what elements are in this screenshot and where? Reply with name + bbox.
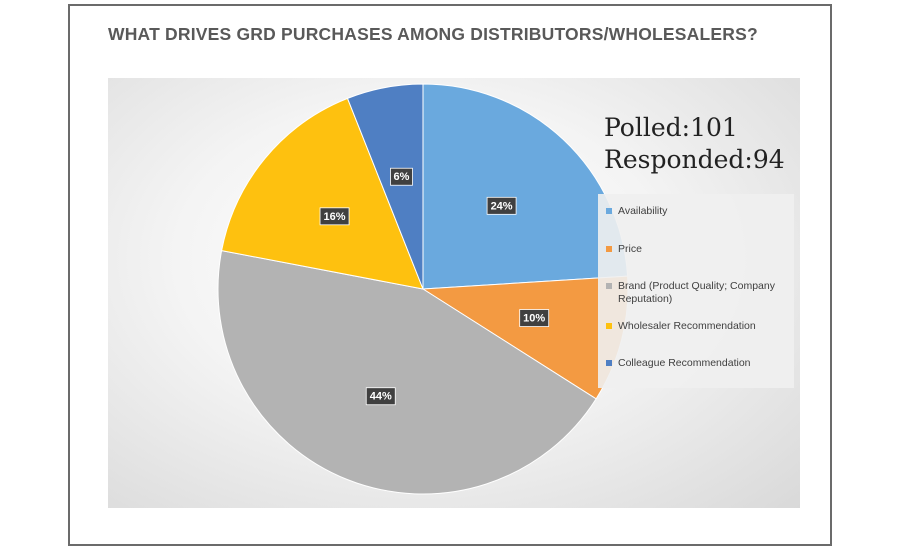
legend-item-availability: Availability: [606, 205, 790, 218]
responded-count: Responded:94: [604, 145, 785, 174]
legend-label: Colleague Recommendation: [618, 357, 751, 369]
data-label-colleague-recommendation: 6%: [390, 167, 413, 186]
polled-count: Polled:101: [604, 113, 738, 142]
data-label-price: 10%: [519, 309, 550, 327]
svg-text:44%: 44%: [370, 391, 392, 403]
chart-title: WHAT DRIVES GRD PURCHASES AMONG DISTRIBU…: [108, 24, 758, 44]
pie-slice-wholesaler-recommendation: [221, 97, 424, 290]
legend-swatch: [606, 360, 612, 366]
pie-chart: 24% 10% 44% 16% 6%: [217, 83, 629, 495]
legend-label: Wholesaler Recommendation: [618, 320, 756, 332]
legend-item-colleague-recommendation: Colleague Recommendation: [606, 357, 790, 370]
legend-label: Availability: [618, 205, 668, 217]
svg-text:6%: 6%: [394, 171, 410, 183]
legend-swatch: [606, 246, 612, 252]
legend-item-wholesaler-recommendation: Wholesaler Recommendation: [606, 320, 790, 333]
pie-slice-availability: [422, 83, 629, 290]
legend-swatch: [606, 283, 612, 289]
chart-frame: WHAT DRIVES GRD PURCHASES AMONG DISTRIBU…: [68, 4, 832, 546]
chart-area: 24% 10% 44% 16% 6% Polled:101 Responded:94 A…: [108, 78, 800, 508]
svg-text:24%: 24%: [491, 200, 513, 212]
legend-label: Brand (Product Quality; Company Reputati…: [618, 280, 775, 305]
legend-label: Price: [618, 243, 642, 255]
legend-item-brand-product-quality-company-reputation: Brand (Product Quality; Company Reputati…: [606, 280, 790, 306]
data-label-availability: 24%: [486, 196, 517, 215]
pie-slice-colleague-recommendation: [346, 83, 424, 290]
legend-swatch: [606, 323, 612, 329]
data-label-wholesaler-recommendation: 16%: [319, 207, 350, 226]
poll-stats: Polled:101 Responded:94: [604, 112, 785, 176]
legend-swatch: [606, 208, 612, 214]
svg-text:16%: 16%: [324, 211, 346, 223]
svg-text:10%: 10%: [523, 313, 545, 325]
chart-legend: Availability Price Brand (Product Quality;…: [598, 194, 794, 388]
legend-item-price: Price: [606, 243, 790, 256]
data-label-brand-product-quality-company-reputation: 44%: [365, 387, 396, 406]
pie-slice-brand-product-quality-company-reputation: [217, 250, 597, 495]
